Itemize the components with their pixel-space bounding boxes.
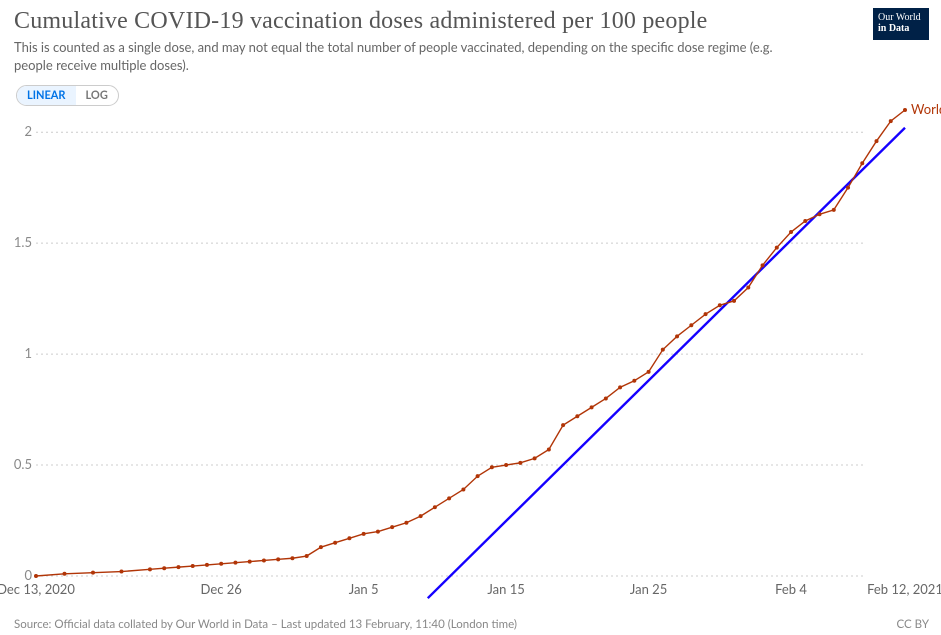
series-marker — [433, 505, 437, 509]
chart-header: Our World in Data Cumulative COVID-19 va… — [0, 0, 941, 106]
x-tick-label: Jan 15 — [487, 581, 524, 597]
trend-line — [428, 128, 905, 598]
series-marker — [205, 563, 209, 567]
series-marker — [91, 571, 95, 575]
series-marker — [647, 370, 651, 374]
series-marker — [689, 323, 693, 327]
logo-line-1: Our World — [878, 12, 924, 23]
series-marker — [561, 423, 565, 427]
owid-logo: Our World in Data — [873, 8, 929, 40]
x-tick-label: Jan 5 — [349, 581, 379, 597]
series-marker — [319, 545, 323, 549]
series-marker — [276, 557, 280, 561]
series-marker — [490, 465, 494, 469]
chart-area: 00.511.52Dec 13, 2020Dec 26Jan 5Jan 15Ja… — [0, 96, 941, 607]
series-marker — [34, 574, 38, 578]
series-marker — [219, 562, 223, 566]
x-tick-label: Dec 26 — [201, 581, 242, 597]
series-marker — [290, 556, 294, 560]
series-marker — [818, 212, 822, 216]
series-marker — [119, 570, 123, 574]
series-marker — [305, 554, 309, 558]
series-marker — [362, 532, 366, 536]
series-marker — [775, 246, 779, 250]
series-marker — [732, 299, 736, 303]
series-marker — [176, 565, 180, 569]
series-marker — [347, 536, 351, 540]
series-marker — [191, 564, 195, 568]
series-marker — [262, 558, 266, 562]
x-tick-label: Feb 12, 2021 — [867, 581, 941, 597]
series-marker — [390, 525, 394, 529]
series-marker — [404, 521, 408, 525]
y-tick-label: 1 — [24, 345, 32, 361]
series-marker — [162, 566, 166, 570]
series-marker — [518, 461, 522, 465]
y-tick-label: 0.5 — [14, 456, 32, 472]
series-marker — [718, 303, 722, 307]
series-marker — [590, 405, 594, 409]
series-marker — [148, 567, 152, 571]
series-marker — [604, 396, 608, 400]
series-marker — [461, 487, 465, 491]
logo-line-2: in Data — [878, 23, 924, 34]
x-tick-label: Feb 4 — [775, 581, 807, 597]
chart-subtitle: This is counted as a single dose, and ma… — [14, 39, 814, 74]
series-marker — [903, 108, 907, 112]
series-marker — [632, 379, 636, 383]
series-marker — [476, 474, 480, 478]
series-marker — [832, 208, 836, 212]
series-marker — [846, 186, 850, 190]
y-tick-label: 2 — [24, 123, 32, 139]
series-marker — [875, 139, 879, 143]
series-marker — [575, 414, 579, 418]
x-tick-label: Jan 25 — [630, 581, 667, 597]
series-marker — [618, 385, 622, 389]
source-text: Source: Official data collated by Our Wo… — [14, 618, 517, 631]
series-marker — [661, 348, 665, 352]
series-marker — [547, 448, 551, 452]
series-marker — [746, 286, 750, 290]
series-marker — [376, 530, 380, 534]
series-marker — [504, 463, 508, 467]
series-marker — [533, 456, 537, 460]
series-marker — [803, 219, 807, 223]
series-label-world: World — [911, 101, 941, 117]
series-line-world — [36, 110, 905, 576]
license-text: CC BY — [897, 618, 930, 631]
series-marker — [333, 541, 337, 545]
series-marker — [419, 514, 423, 518]
series-marker — [860, 161, 864, 165]
x-tick-label: Dec 13, 2020 — [0, 581, 75, 597]
series-marker — [233, 561, 237, 565]
series-marker — [62, 572, 66, 576]
series-marker — [889, 119, 893, 123]
y-tick-label: 1.5 — [14, 234, 32, 250]
series-marker — [248, 560, 252, 564]
series-marker — [704, 312, 708, 316]
series-marker — [447, 496, 451, 500]
series-marker — [789, 230, 793, 234]
chart-svg: 00.511.52Dec 13, 2020Dec 26Jan 5Jan 15Ja… — [0, 96, 941, 607]
series-marker — [761, 263, 765, 267]
series-marker — [675, 334, 679, 338]
chart-footer: Source: Official data collated by Our Wo… — [14, 618, 929, 631]
chart-title: Cumulative COVID-19 vaccination doses ad… — [14, 8, 927, 35]
